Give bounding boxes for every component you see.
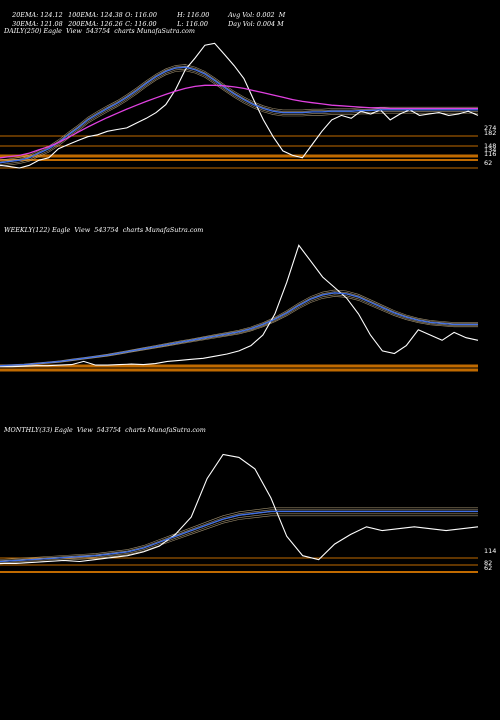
header-row-1: 20EMA: 124.12 100EMA: 124.38 O: 116.00 H: 1… (4, 2, 285, 29)
ema-bundle-line (0, 509, 478, 561)
header-100ema: 100EMA: 124.38 (68, 11, 123, 19)
price-line (0, 42, 479, 169)
header-low: L: 116.00 (177, 20, 208, 28)
header-200ema: 200EMA: 126.26 (68, 20, 123, 28)
price-tick-label: 114 (484, 547, 496, 555)
ema-blue-line (0, 292, 478, 367)
daily-panel-title: DAILY(250) Eagle View 543754 charts Muna… (4, 27, 195, 35)
header-open: O: 116.00 (125, 11, 157, 19)
ema-blue-line (0, 66, 478, 164)
price-tick-label: 82 (484, 559, 492, 567)
price-line (0, 244, 479, 368)
ema-bundle-line (0, 70, 478, 167)
ema-magenta-line (0, 84, 478, 159)
price-tick-label: 134 (484, 146, 496, 154)
header-close: C: 116.00 (125, 20, 157, 28)
ema-bundle-line (0, 296, 478, 367)
ema-bundle-line (0, 67, 478, 164)
price-tick-label: 274 (484, 124, 496, 132)
ema-bundle-line (0, 515, 478, 565)
header-30ema: 30EMA: 121.08 (12, 20, 63, 28)
price-line (0, 453, 479, 564)
ema-bundle-line (0, 291, 478, 366)
price-tick-label: 62 (484, 159, 492, 167)
weekly-panel-title: WEEKLY(122) Eagle View 543754 charts Mun… (4, 226, 204, 234)
monthly-panel-title: MONTHLY(33) Eagle View 543754 charts Mun… (4, 426, 206, 434)
ema-bundle-line (0, 513, 478, 564)
ema-bundle-line (0, 68, 478, 165)
price-tick-label: 148 (484, 142, 496, 150)
header-row-2: 30EMA: 121.08 200EMA: 126.26 C: 116.00 L: 1… (4, 11, 284, 38)
price-tick-label: 182 (484, 129, 496, 137)
ema-bundle-line (0, 64, 478, 161)
ema-bundle-line (0, 292, 478, 366)
header-high: H: 116.00 (177, 11, 210, 19)
ema-bundle-line (0, 507, 478, 560)
ema-bundle-line (0, 289, 478, 366)
header-day-vol: Day Vol: 0.004 M (228, 20, 284, 28)
header-20ema: 20EMA: 124.12 (12, 11, 63, 19)
price-tick-label: 62 (484, 564, 492, 572)
ema-bundle-line (0, 65, 478, 162)
header-avg-vol: Avg Vol: 0.002 M (228, 11, 286, 19)
price-tick-label: 116 (484, 150, 496, 158)
ema-blue-line (0, 510, 478, 563)
